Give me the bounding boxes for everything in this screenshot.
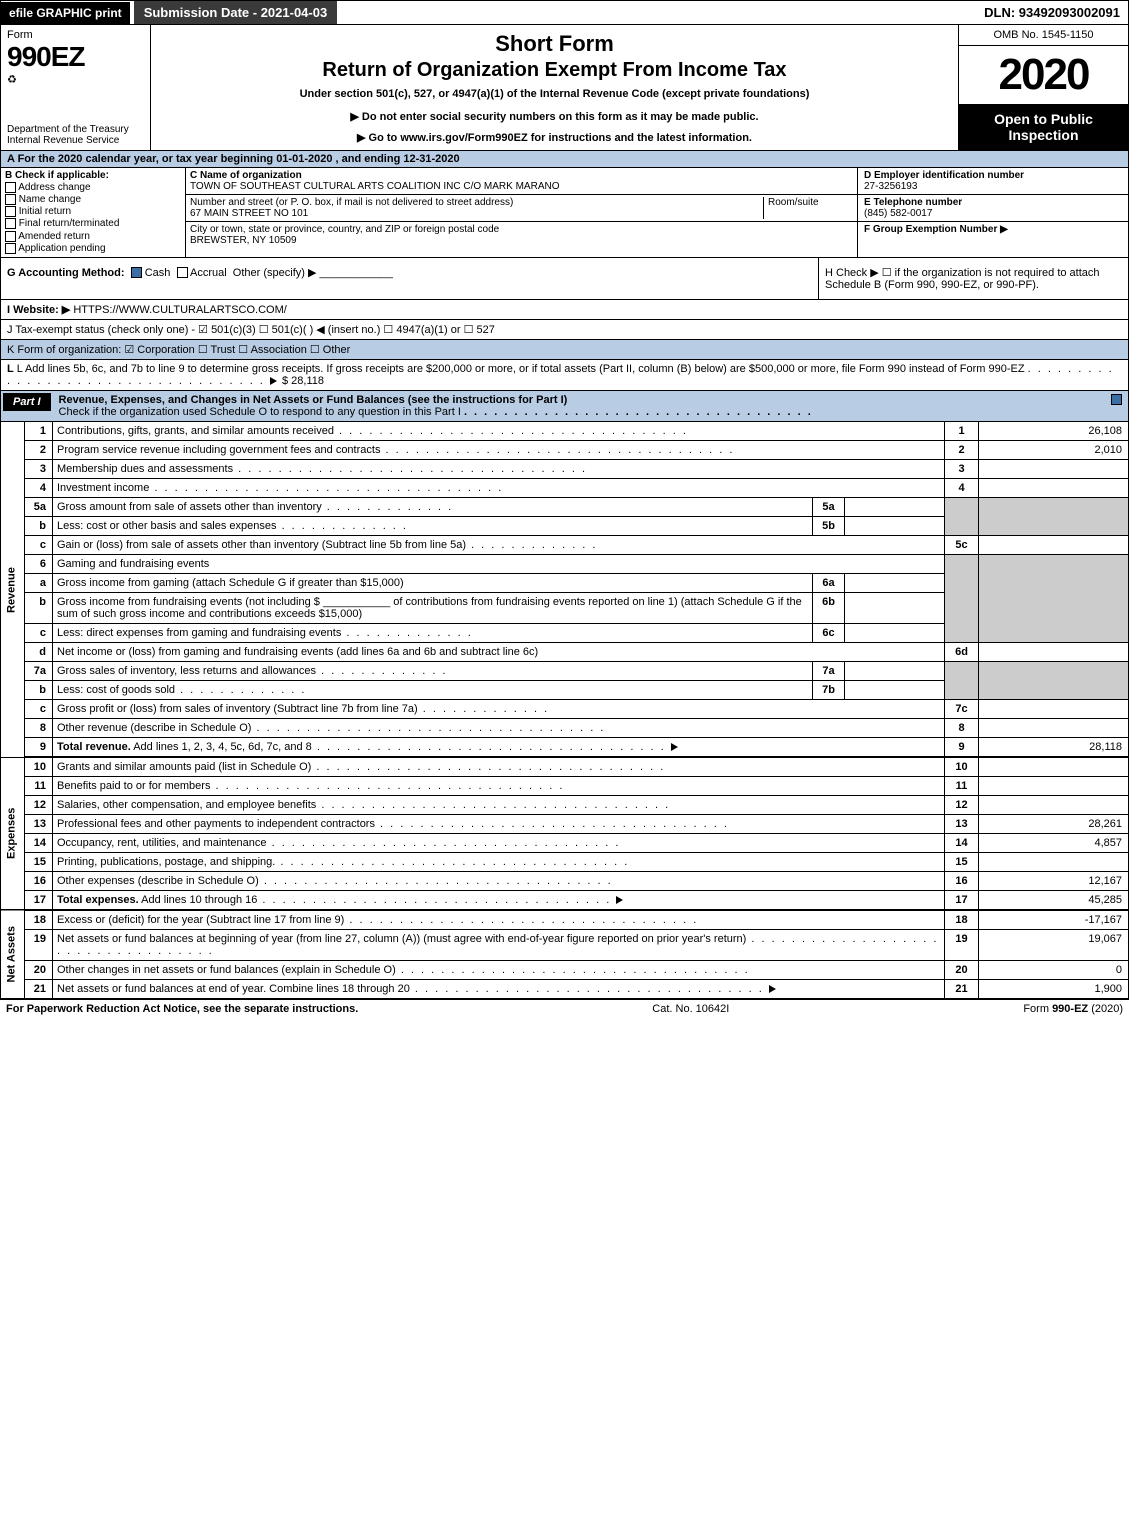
goto-line: ▶ Go to www.irs.gov/Form990EZ for instru… <box>161 131 948 144</box>
recycle-icon: ♻ <box>7 73 144 86</box>
top-bar: efile GRAPHIC print Submission Date - 20… <box>0 0 1129 25</box>
chk-cash[interactable] <box>131 267 142 278</box>
chk-accrual[interactable] <box>177 267 188 278</box>
chk-application-pending[interactable]: Application pending <box>5 243 181 254</box>
form-header: Form 990EZ ♻ Department of the Treasury … <box>0 25 1129 151</box>
line-12: 12 Salaries, other compensation, and emp… <box>1 795 1129 814</box>
line-4: 4 Investment income 4 <box>1 478 1129 497</box>
row-a-tax-year: A For the 2020 calendar year, or tax yea… <box>0 151 1129 168</box>
net-assets-label: Net Assets <box>1 910 25 999</box>
omb-number: OMB No. 1545-1150 <box>959 25 1128 46</box>
street-address: 67 MAIN STREET NO 101 <box>190 208 308 219</box>
under-section: Under section 501(c), 527, or 4947(a)(1)… <box>161 88 948 100</box>
open-to-public: Open to Public Inspection <box>959 105 1128 150</box>
row-k-form-org: K Form of organization: ☑ Corporation ☐ … <box>0 340 1129 360</box>
city-state-zip: BREWSTER, NY 10509 <box>190 235 297 246</box>
col-c-org-info: C Name of organization TOWN OF SOUTHEAST… <box>186 168 858 257</box>
line-6d: d Net income or (loss) from gaming and f… <box>1 642 1129 661</box>
line-17: 17 Total expenses. Add lines 10 through … <box>1 890 1129 910</box>
line-15: 15 Printing, publications, postage, and … <box>1 852 1129 871</box>
col-b-checkboxes: B Check if applicable: Address change Na… <box>1 168 186 257</box>
expenses-label: Expenses <box>1 757 25 910</box>
row-h-schedule-b: H Check ▶ ☐ if the organization is not r… <box>818 258 1128 299</box>
line-5c: c Gain or (loss) from sale of assets oth… <box>1 535 1129 554</box>
row-l-gross-receipts: L L Add lines 5b, 6c, and 7b to line 9 t… <box>0 360 1129 391</box>
form-word: Form <box>7 29 144 41</box>
addr-label: Number and street (or P. O. box, if mail… <box>190 197 513 208</box>
line-1: Revenue 1 Contributions, gifts, grants, … <box>1 422 1129 441</box>
form-number: 990EZ <box>7 41 144 73</box>
row-j-tax-exempt: J Tax-exempt status (check only one) - ☑… <box>0 320 1129 340</box>
row-gh: G Accounting Method: Cash Accrual Other … <box>0 258 1129 300</box>
org-name: TOWN OF SOUTHEAST CULTURAL ARTS COALITIO… <box>190 181 560 192</box>
section-bcdef: B Check if applicable: Address change Na… <box>0 168 1129 258</box>
part-1-header: Part I Revenue, Expenses, and Changes in… <box>0 391 1129 422</box>
line-9: 9 Total revenue. Add lines 1, 2, 3, 4, 5… <box>1 737 1129 757</box>
return-title: Return of Organization Exempt From Incom… <box>161 59 948 82</box>
department: Department of the Treasury <box>7 124 129 135</box>
i-label: I Website: ▶ <box>7 304 70 316</box>
line-18: Net Assets 18 Excess or (deficit) for th… <box>1 910 1129 930</box>
other-specify: Other (specify) ▶ <box>233 267 317 279</box>
line-7c: c Gross profit or (loss) from sales of i… <box>1 699 1129 718</box>
goto-link[interactable]: www.irs.gov/Form990EZ <box>400 132 527 144</box>
page-footer: For Paperwork Reduction Act Notice, see … <box>0 999 1129 1018</box>
room-suite-label: Room/suite <box>768 197 819 208</box>
f-label: F Group Exemption Number ▶ <box>864 224 1008 235</box>
phone: (845) 582-0017 <box>864 208 932 219</box>
header-right: OMB No. 1545-1150 2020 Open to Public In… <box>958 25 1128 150</box>
line-14: 14 Occupancy, rent, utilities, and maint… <box>1 833 1129 852</box>
line-21: 21 Net assets or fund balances at end of… <box>1 979 1129 998</box>
row-g-accounting: G Accounting Method: Cash Accrual Other … <box>1 258 818 299</box>
city-label: City or town, state or province, country… <box>190 224 499 235</box>
revenue-label: Revenue <box>1 422 25 757</box>
g-label: G Accounting Method: <box>7 267 125 279</box>
chk-address-change[interactable]: Address change <box>5 182 181 193</box>
lines-table: Revenue 1 Contributions, gifts, grants, … <box>0 422 1129 999</box>
header-center: Short Form Return of Organization Exempt… <box>151 25 958 150</box>
ein: 27-3256193 <box>864 181 917 192</box>
tax-year: 2020 <box>959 46 1128 105</box>
chk-final-return[interactable]: Final return/terminated <box>5 218 181 229</box>
footer-left: For Paperwork Reduction Act Notice, see … <box>6 1003 358 1015</box>
footer-right: Form 990-EZ (2020) <box>1023 1003 1123 1015</box>
line-2: 2 Program service revenue including gove… <box>1 440 1129 459</box>
chk-name-change[interactable]: Name change <box>5 194 181 205</box>
do-not-enter: ▶ Do not enter social security numbers o… <box>161 110 948 123</box>
line-3: 3 Membership dues and assessments 3 <box>1 459 1129 478</box>
line-20: 20 Other changes in net assets or fund b… <box>1 960 1129 979</box>
line-5a: 5a Gross amount from sale of assets othe… <box>1 497 1129 516</box>
website-link[interactable]: HTTPS://WWW.CULTURALARTSCO.COM/ <box>73 304 287 316</box>
submission-date: Submission Date - 2021-04-03 <box>134 1 338 24</box>
part-1-title: Revenue, Expenses, and Changes in Net As… <box>53 391 1105 421</box>
l-amount: $ 28,118 <box>282 375 324 387</box>
line-10: Expenses 10 Grants and similar amounts p… <box>1 757 1129 777</box>
dln: DLN: 93492093002091 <box>976 1 1128 24</box>
part-1-check-text: Check if the organization used Schedule … <box>59 406 461 418</box>
part-1-label: Part I <box>3 393 51 411</box>
l-text: L Add lines 5b, 6c, and 7b to line 9 to … <box>17 363 1025 375</box>
efile-label[interactable]: efile GRAPHIC print <box>1 2 130 24</box>
footer-center: Cat. No. 10642I <box>652 1003 729 1015</box>
line-11: 11 Benefits paid to or for members 11 <box>1 776 1129 795</box>
line-13: 13 Professional fees and other payments … <box>1 814 1129 833</box>
b-title: B Check if applicable: <box>5 170 109 181</box>
line-7a: 7a Gross sales of inventory, less return… <box>1 661 1129 680</box>
row-i-website: I Website: ▶ HTTPS://WWW.CULTURALARTSCO.… <box>0 300 1129 320</box>
c-label: C Name of organization <box>190 170 302 181</box>
chk-initial-return[interactable]: Initial return <box>5 206 181 217</box>
chk-amended-return[interactable]: Amended return <box>5 231 181 242</box>
header-left: Form 990EZ ♻ Department of the Treasury … <box>1 25 151 150</box>
line-16: 16 Other expenses (describe in Schedule … <box>1 871 1129 890</box>
line-19: 19 Net assets or fund balances at beginn… <box>1 929 1129 960</box>
line-8: 8 Other revenue (describe in Schedule O)… <box>1 718 1129 737</box>
line-6: 6 Gaming and fundraising events <box>1 554 1129 573</box>
short-form-title: Short Form <box>161 31 948 57</box>
d-label: D Employer identification number <box>864 170 1024 181</box>
irs-label: Internal Revenue Service <box>7 135 119 146</box>
col-def: D Employer identification number 27-3256… <box>858 168 1128 257</box>
chk-schedule-o[interactable] <box>1111 394 1122 405</box>
e-label: E Telephone number <box>864 197 962 208</box>
